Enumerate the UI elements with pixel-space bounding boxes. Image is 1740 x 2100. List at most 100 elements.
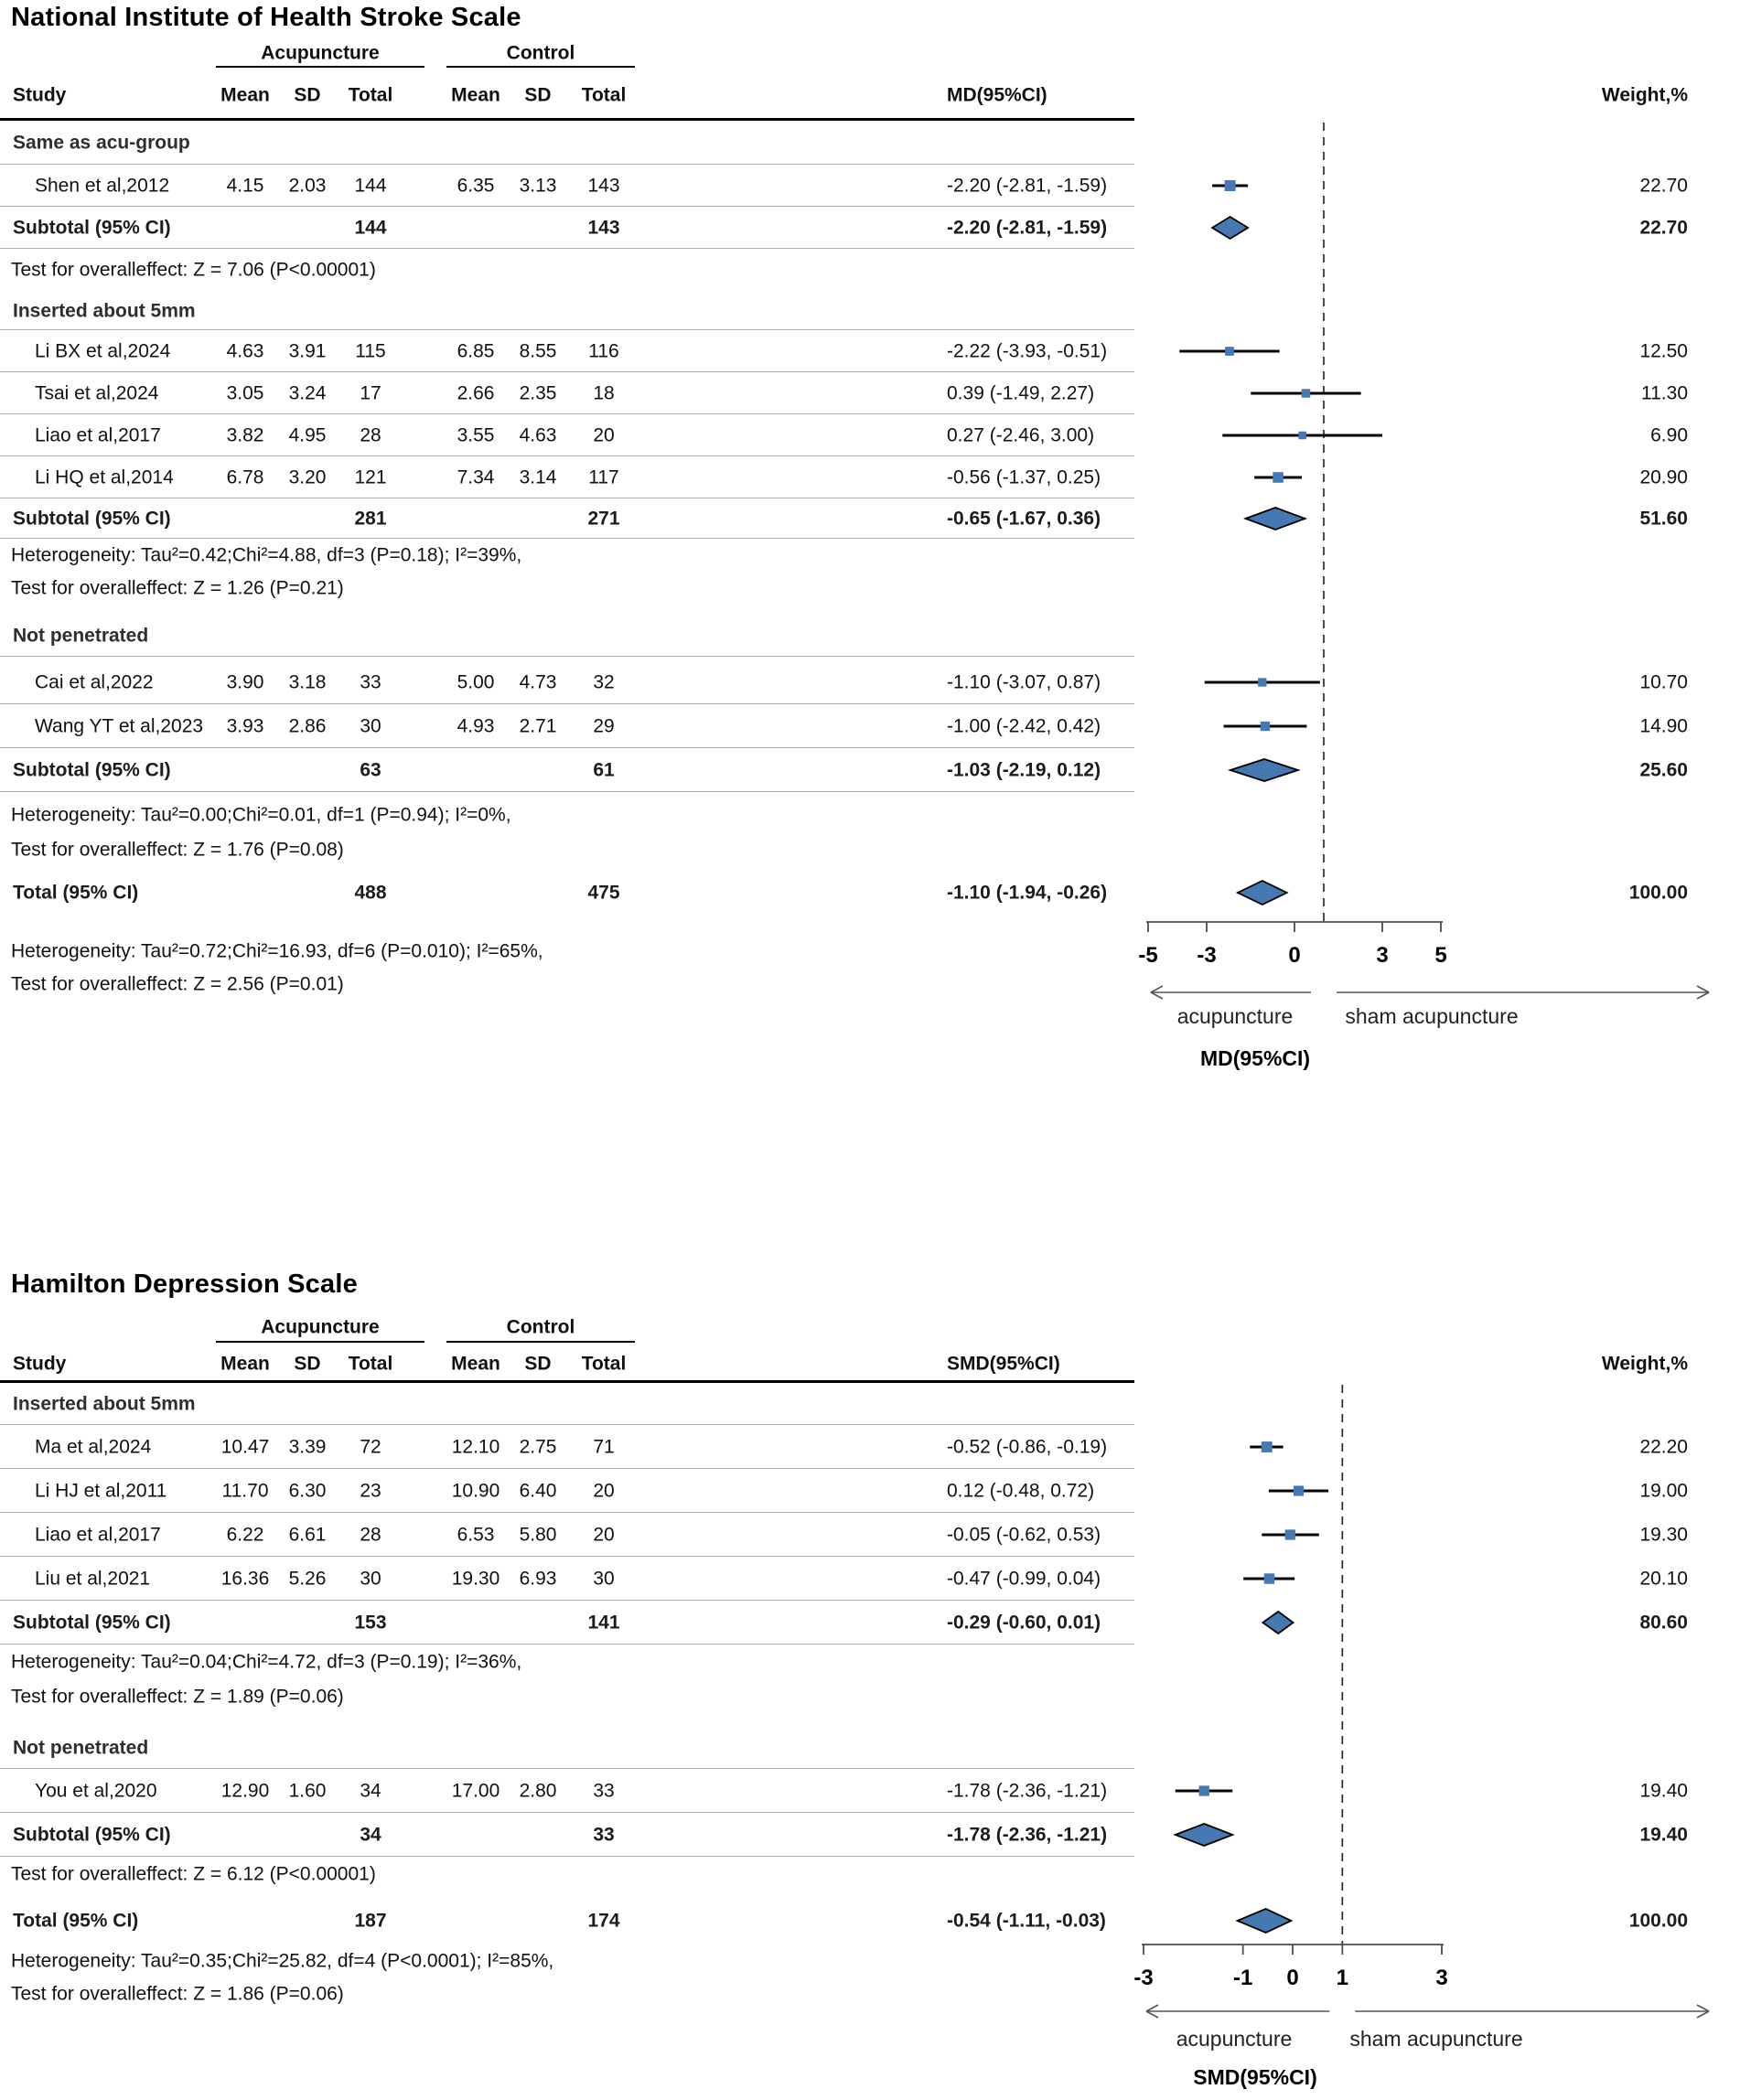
row-divider: [0, 248, 1134, 249]
axis-caption: MD(95%CI): [1199, 1046, 1311, 1070]
acu-mean: 12.90: [220, 1780, 270, 1802]
study-row: Li BX et al,2024 4.63 3.91 115 6.85 8.55…: [0, 330, 1740, 372]
effect-ci: -1.10 (-1.94, -0.26): [947, 882, 1108, 904]
row-divider: [0, 703, 1134, 704]
arm2-header: Control: [506, 1316, 575, 1338]
row-divider: [0, 747, 1134, 748]
study-row: Liao et al,2017 6.22 6.61 28 6.53 5.80 2…: [0, 1513, 1740, 1557]
arm2-header: Control: [506, 42, 575, 64]
col-ctrl-sd: SD: [524, 84, 552, 106]
acu-mean: 3.90: [226, 671, 264, 693]
ctrl-total: 116: [588, 340, 619, 362]
stat-text-row: Test for overalleffect: Z = 6.12 (P<0.00…: [0, 1857, 1740, 1891]
study-label: Wang YT et al,2023: [35, 715, 204, 737]
stat-text: Test for overalleffect: Z = 7.06 (P<0.00…: [11, 259, 376, 281]
weight: 12.50: [1639, 340, 1688, 362]
row-divider: [0, 1600, 1134, 1601]
effect-ci: -0.52 (-0.86, -0.19): [947, 1436, 1108, 1458]
study-row: Liao et al,2017 3.82 4.95 28 3.55 4.63 2…: [0, 414, 1740, 456]
acu-sd: 3.24: [288, 382, 327, 404]
group-row: Not penetrated: [0, 1727, 1740, 1769]
subtotal-label: Subtotal (95% CI): [13, 759, 171, 781]
ctrl-total: 143: [587, 217, 620, 239]
weight: 10.70: [1639, 671, 1688, 693]
row-divider: [0, 329, 1134, 330]
acu-total: 144: [354, 217, 387, 239]
acu-total: 63: [360, 759, 381, 781]
effect-ci: -0.56 (-1.37, 0.25): [947, 466, 1101, 488]
ctrl-total: 143: [587, 175, 620, 197]
acu-sd: 6.30: [288, 1480, 327, 1502]
subtotal-label: Subtotal (95% CI): [13, 1824, 171, 1846]
direction-label-right: sham acupuncture: [1349, 2027, 1523, 2051]
stat-text-row: Test for overalleffect: Z = 1.89 (P=0.06…: [0, 1679, 1740, 1714]
ctrl-sd: 2.75: [519, 1436, 557, 1458]
acu-sd: 3.39: [288, 1436, 327, 1458]
acu-mean: 3.93: [226, 715, 264, 737]
acu-total: 34: [360, 1824, 381, 1846]
study-row: Liu et al,2021 16.36 5.26 30 19.30 6.93 …: [0, 1557, 1740, 1601]
acu-total: 34: [360, 1780, 381, 1802]
acu-total: 28: [360, 424, 381, 446]
row-divider: [0, 656, 1134, 657]
effect-ci: -2.20 (-2.81, -1.59): [947, 175, 1108, 197]
stat-text-row: Test for overalleffect: Z = 1.26 (P=0.21…: [0, 572, 1740, 605]
weight: 14.90: [1639, 715, 1688, 737]
acu-sd: 2.03: [288, 175, 327, 197]
stat-text-row: Heterogeneity: Tau²=0.04;Chi²=4.72, df=3…: [0, 1645, 1740, 1679]
subtotal-row: Subtotal (95% CI) 281 271 -0.65 (-1.67, …: [0, 498, 1740, 539]
col-ctrl-total: Total: [581, 84, 627, 106]
col-effect: MD(95%CI): [947, 84, 1047, 106]
ctrl-sd: 2.80: [519, 1780, 557, 1802]
col-ctrl-mean: Mean: [451, 84, 500, 106]
acu-total: 72: [360, 1436, 381, 1458]
row-divider: [0, 455, 1134, 456]
group-label: Inserted about 5mm: [13, 1393, 196, 1415]
col-ctrl-mean: Mean: [451, 1353, 500, 1375]
col-acu-total: Total: [348, 84, 393, 106]
study-row: Tsai et al,2024 3.05 3.24 17 2.66 2.35 1…: [0, 372, 1740, 414]
column-header-row: Study Mean SD Total Mean SD Total MD(95%…: [0, 70, 1740, 121]
weight: 80.60: [1639, 1612, 1688, 1634]
acu-total: 281: [354, 508, 387, 530]
plot-title-row: National Institute of Health Stroke Scal…: [0, 0, 1740, 37]
weight: 20.90: [1639, 466, 1688, 488]
ctrl-mean: 7.34: [456, 466, 495, 488]
plot-title-row: Hamilton Depression Scale: [0, 1264, 1740, 1306]
arm-header-row: Acupuncture Control: [0, 37, 1740, 70]
ctrl-total: 30: [593, 1568, 615, 1590]
header-rule: [0, 118, 1134, 121]
effect-ci: -0.05 (-0.62, 0.53): [947, 1524, 1101, 1546]
subtotal-label: Subtotal (95% CI): [13, 508, 171, 530]
ctrl-total: 33: [593, 1824, 615, 1846]
col-acu-sd: SD: [294, 84, 321, 106]
row-divider: [0, 1644, 1134, 1645]
stat-text: Heterogeneity: Tau²=0.00;Chi²=0.01, df=1…: [11, 804, 511, 826]
ctrl-sd: 2.71: [519, 715, 557, 737]
weight: 20.10: [1639, 1568, 1688, 1590]
ctrl-mean: 6.53: [456, 1524, 495, 1546]
col-acu-mean: Mean: [220, 84, 270, 106]
ctrl-sd: 6.40: [519, 1480, 557, 1502]
subtotal-row: Subtotal (95% CI) 144 143 -2.20 (-2.81, …: [0, 207, 1740, 249]
ctrl-sd: 6.93: [519, 1568, 557, 1590]
arm-header-row: Acupuncture Control: [0, 1310, 1740, 1345]
study-row: Li HJ et al,2011 11.70 6.30 23 10.90 6.4…: [0, 1469, 1740, 1513]
total-label: Total (95% CI): [13, 882, 139, 904]
stat-text: Heterogeneity: Tau²=0.42;Chi²=4.88, df=3…: [11, 544, 522, 566]
weight: 100.00: [1628, 882, 1688, 904]
stat-text: Test for overalleffect: Z = 1.86 (P=0.06…: [11, 1983, 344, 2005]
group-row: Same as acu-group: [0, 121, 1740, 165]
weight: 22.70: [1639, 175, 1688, 197]
ctrl-total: 29: [593, 715, 615, 737]
ctrl-mean: 12.10: [451, 1436, 500, 1458]
study-label: Li BX et al,2024: [35, 340, 171, 362]
acu-total: 121: [354, 466, 387, 488]
total-row: Total (95% CI) 488 475 -1.10 (-1.94, -0.…: [0, 871, 1740, 915]
acu-total: 115: [355, 340, 386, 362]
ctrl-mean: 5.00: [456, 671, 495, 693]
effect-ci: -1.10 (-3.07, 0.87): [947, 671, 1101, 693]
acu-mean: 6.22: [226, 1524, 264, 1546]
study-label: Tsai et al,2024: [35, 382, 159, 404]
total-label: Total (95% CI): [13, 1910, 139, 1932]
